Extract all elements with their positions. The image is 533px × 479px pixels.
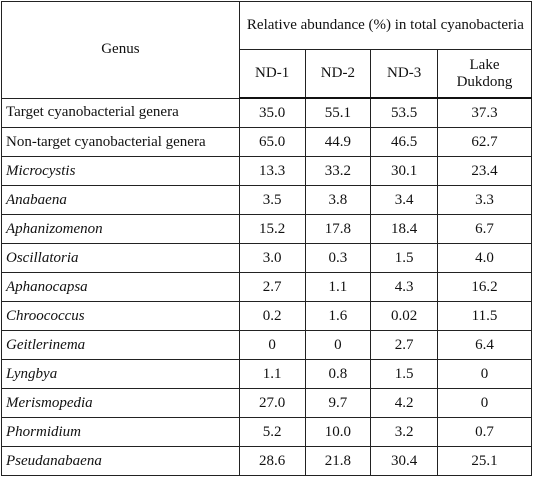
value-cell: 0.02	[370, 301, 439, 331]
table-row: Target cyanobacterial genera 35.0 55.1 53.5…	[1, 97, 532, 128]
table-row: Aphanizomenon 15.2 17.8 18.4 6.7	[1, 214, 532, 244]
value-cell: 65.0	[238, 127, 306, 157]
value-cell: 2.7	[370, 330, 439, 360]
value-cell: 35.0	[238, 97, 306, 128]
value-cell: 16.2	[437, 272, 532, 302]
value-cell: 4.0	[437, 243, 532, 273]
table-row: Microcystis 13.3 33.2 30.1 23.4	[1, 156, 532, 186]
value-cell: 3.5	[238, 185, 306, 215]
genus-cell: Lyngbya	[1, 359, 240, 389]
value-cell: 1.5	[370, 359, 439, 389]
table-row: Geitlerinema 0 0 2.7 6.4	[1, 330, 532, 360]
value-cell: 62.7	[437, 127, 532, 157]
genus-cell: Non-target cyanobacterial genera	[1, 127, 240, 157]
value-cell: 55.1	[304, 97, 372, 128]
value-cell: 23.4	[437, 156, 532, 186]
genus-cell: Geitlerinema	[1, 330, 240, 360]
table-row: Oscillatoria 3.0 0.3 1.5 4.0	[1, 243, 532, 273]
value-cell: 53.5	[370, 97, 439, 128]
table-body: Target cyanobacterial genera 35.0 55.1 53.5…	[1, 97, 532, 476]
genus-cell: Oscillatoria	[1, 243, 240, 273]
value-cell: 1.5	[370, 243, 439, 273]
genus-cell: Phormidium	[1, 417, 240, 447]
value-cell: 4.3	[370, 272, 439, 302]
genus-cell: Anabaena	[1, 185, 240, 215]
table-row: Aphanocapsa 2.7 1.1 4.3 16.2	[1, 272, 532, 302]
value-cell: 0	[437, 359, 532, 389]
value-cell: 37.3	[437, 97, 532, 128]
genus-cell: Aphanizomenon	[1, 214, 240, 244]
genus-header: Genus	[1, 1, 240, 99]
value-cell: 17.8	[304, 214, 372, 244]
value-cell: 3.3	[437, 185, 532, 215]
value-cell: 15.2	[238, 214, 306, 244]
value-cell: 0	[304, 330, 372, 360]
value-cell: 3.4	[370, 185, 439, 215]
value-cell: 9.7	[304, 388, 372, 418]
table-row: Phormidium 5.2 10.0 3.2 0.7	[1, 417, 532, 447]
value-cell: 30.4	[370, 446, 439, 476]
table-row: Non-target cyanobacterial genera 65.0 44.9…	[1, 127, 532, 157]
value-cell: 18.4	[370, 214, 439, 244]
table-row: Lyngbya 1.1 0.8 1.5 0	[1, 359, 532, 389]
column-header-nd2: ND-2	[304, 49, 372, 99]
value-cell: 2.7	[238, 272, 306, 302]
value-cell: 5.2	[238, 417, 306, 447]
value-cell: 6.7	[437, 214, 532, 244]
genus-cell: Microcystis	[1, 156, 240, 186]
value-cell: 3.0	[238, 243, 306, 273]
column-header-nd1: ND-1	[238, 49, 306, 99]
value-cell: 3.2	[370, 417, 439, 447]
value-cell: 44.9	[304, 127, 372, 157]
value-cell: 0.7	[437, 417, 532, 447]
value-cell: 1.6	[304, 301, 372, 331]
table-row: Pseudanabaena 28.6 21.8 30.4 25.1	[1, 446, 532, 476]
value-cell: 0	[238, 330, 306, 360]
value-cell: 25.1	[437, 446, 532, 476]
value-cell: 33.2	[304, 156, 372, 186]
column-header-nd3: ND-3	[370, 49, 439, 99]
value-cell: 10.0	[304, 417, 372, 447]
value-cell: 11.5	[437, 301, 532, 331]
value-cell: 21.8	[304, 446, 372, 476]
value-cell: 1.1	[304, 272, 372, 302]
value-cell: 13.3	[238, 156, 306, 186]
value-cell: 28.6	[238, 446, 306, 476]
value-cell: 27.0	[238, 388, 306, 418]
value-cell: 0.8	[304, 359, 372, 389]
value-cell: 6.4	[437, 330, 532, 360]
table-row: Merismopedia 27.0 9.7 4.2 0	[1, 388, 532, 418]
header-row: Genus Relative abundance (%) in total cy…	[1, 1, 533, 99]
value-cell: 3.8	[304, 185, 372, 215]
group-header: Relative abundance (%) in total cyanobac…	[238, 1, 533, 50]
table-row: Anabaena 3.5 3.8 3.4 3.3	[1, 185, 532, 215]
value-cell: 30.1	[370, 156, 439, 186]
subheader-row: ND-1 ND-2 ND-3 Lake Dukdong	[2, 49, 532, 99]
table-row: Chroococcus 0.2 1.6 0.02 11.5	[1, 301, 532, 331]
genus-cell: Aphanocapsa	[1, 272, 240, 302]
value-cell: 0	[437, 388, 532, 418]
value-cell: 0.3	[304, 243, 372, 273]
column-header-lake-dukdong: Lake Dukdong	[437, 49, 532, 99]
genus-cell: Merismopedia	[1, 388, 240, 418]
value-cell: 0.2	[238, 301, 306, 331]
value-cell: 4.2	[370, 388, 439, 418]
value-cell: 1.1	[238, 359, 306, 389]
genus-cell: Target cyanobacterial genera	[1, 97, 240, 128]
genus-cell: Chroococcus	[1, 301, 240, 331]
value-cell: 46.5	[370, 127, 439, 157]
genus-cell: Pseudanabaena	[1, 446, 240, 476]
